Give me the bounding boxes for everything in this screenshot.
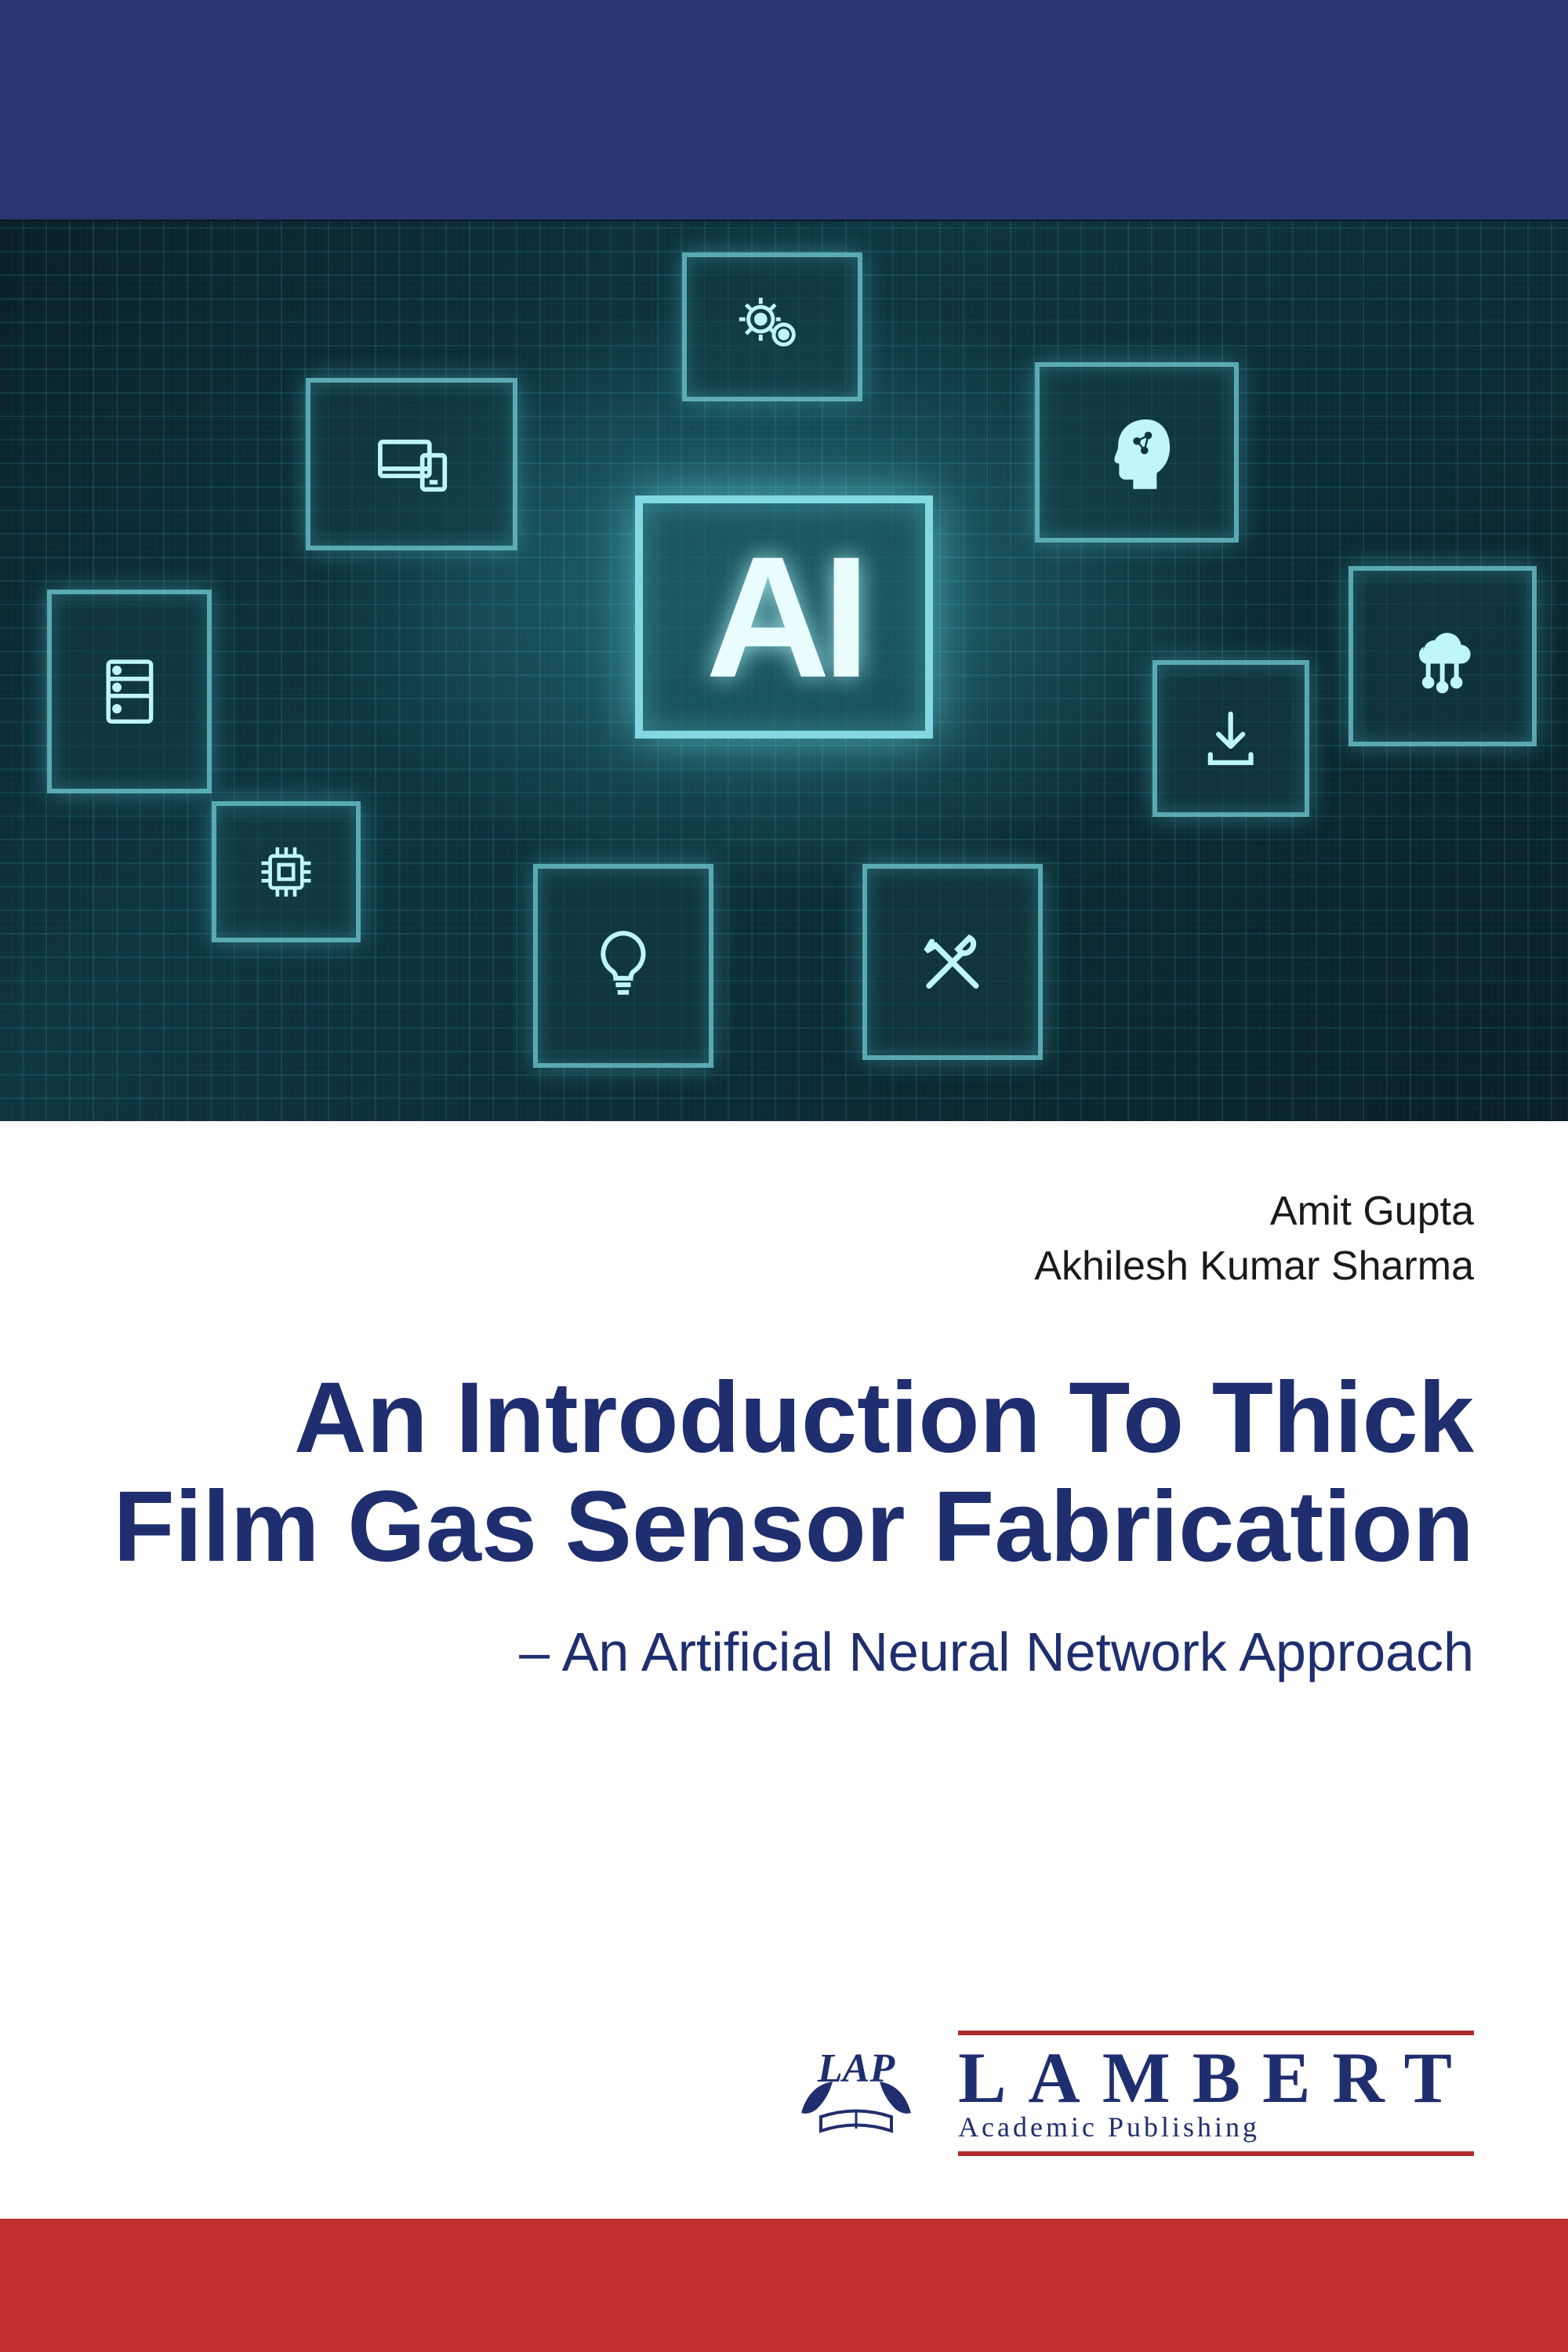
gears-icon — [682, 252, 862, 401]
author-2: Akhilesh Kumar Sharma — [94, 1239, 1474, 1294]
bottom-color-band — [0, 2219, 1568, 2352]
ai-label: AI — [706, 518, 862, 717]
brain-head-icon — [1035, 362, 1239, 543]
cloud-network-icon — [1348, 566, 1537, 746]
book-title: An Introduction To Thick Film Gas Sensor… — [94, 1364, 1474, 1581]
content-area: Amit Gupta Akhilesh Kumar Sharma An Intr… — [0, 1121, 1568, 1683]
hero-image: AI — [0, 220, 1568, 1121]
lightbulb-icon — [533, 864, 713, 1068]
lap-badge-icon: LAP — [778, 2038, 935, 2148]
devices-icon — [306, 378, 517, 550]
lambert-bottom-rule — [958, 2151, 1474, 2156]
tools-icon — [862, 864, 1043, 1060]
authors-block: Amit Gupta Akhilesh Kumar Sharma — [94, 1184, 1474, 1294]
author-1: Amit Gupta — [94, 1184, 1474, 1239]
top-color-band — [0, 0, 1568, 220]
download-icon — [1152, 660, 1309, 817]
book-subtitle: – An Artificial Neural Network Approach — [94, 1621, 1474, 1683]
svg-text:LAP: LAP — [817, 2046, 895, 2091]
publisher-subline: Academic Publishing — [958, 2111, 1474, 2151]
ai-center-box: AI — [635, 495, 933, 739]
chip-icon — [212, 801, 361, 942]
lambert-text-block: LAMBERT Academic Publishing — [958, 2031, 1474, 2156]
server-icon — [47, 590, 212, 793]
publisher-name: LAMBERT — [958, 2035, 1474, 2114]
publisher-block: LAP LAMBERT Academic Publishing — [778, 2031, 1474, 2156]
